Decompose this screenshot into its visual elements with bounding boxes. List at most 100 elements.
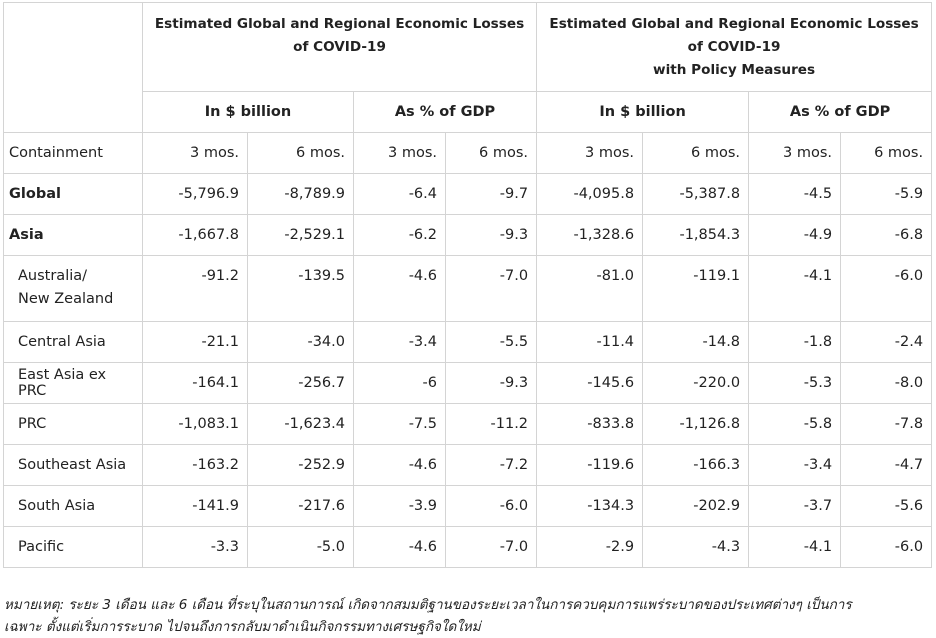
value-cell: -202.9 <box>642 485 750 527</box>
value-cell: -8.0 <box>840 362 933 404</box>
value-cell: -2,529.1 <box>247 214 354 256</box>
value-cell: -119.1 <box>642 255 750 322</box>
value-cell: -6.2 <box>353 214 446 256</box>
value-cell: -166.3 <box>642 444 750 486</box>
table-body: Global -5,796.9 -8,789.9 -6.4 -9.7 -4,095.8 -5… <box>3 173 933 568</box>
period-header: 6 mos. <box>840 132 933 174</box>
value-cell: -119.6 <box>536 444 644 486</box>
region-name-text: Central Asia <box>18 334 106 350</box>
value-cell: -256.7 <box>247 362 354 404</box>
footnote-line-2: เฉพาะ ตั้งแต่เริ่มการระบาด ไปจนถึงการกลั… <box>4 619 481 635</box>
value-cell: -3.3 <box>142 526 248 568</box>
group2-gdp-header: As % of GDP <box>748 91 933 133</box>
value-cell: -34.0 <box>247 321 354 363</box>
value-cell: -163.2 <box>142 444 248 486</box>
header-row-units: In $ billion As % of GDP In $ billion As… <box>4 91 933 133</box>
containment-label: Containment <box>3 132 143 174</box>
region-name-text: South Asia <box>18 498 96 514</box>
value-cell: -2.9 <box>536 526 644 568</box>
region-name: Southeast Asia <box>3 444 143 486</box>
table-row: Southeast Asia -163.2 -252.9 -4.6 -7.2 -119.6… <box>3 444 933 486</box>
value-cell: -3.4 <box>353 321 446 363</box>
footnote: หมายเหตุ: ระยะ 3 เดือน และ 6 เดือน ที่ระ… <box>4 594 932 638</box>
region-name-text: Global <box>9 186 61 202</box>
value-cell: -4,095.8 <box>536 173 644 215</box>
group2-header: Estimated Global and Regional Economic L… <box>536 2 933 92</box>
value-cell: -4.6 <box>353 444 446 486</box>
period-header: 6 mos. <box>444 132 538 174</box>
group1-header: Estimated Global and Regional Economic L… <box>141 2 538 92</box>
value-cell: -5.5 <box>444 321 538 363</box>
value-cell: -7.0 <box>444 526 538 568</box>
value-cell: -134.3 <box>536 485 644 527</box>
value-cell: -4.6 <box>353 526 446 568</box>
region-name-text-line2: New Zealand <box>18 291 114 307</box>
value-cell: -3.9 <box>353 485 446 527</box>
value-cell: -91.2 <box>142 255 248 322</box>
value-cell: -4.5 <box>748 173 842 215</box>
value-cell: -8,789.9 <box>247 173 354 215</box>
group1-title: Estimated Global and Regional Economic L… <box>154 16 525 55</box>
value-cell: -11.2 <box>444 403 538 445</box>
period-header: 3 mos. <box>748 132 842 174</box>
economic-losses-table: Estimated Global and Regional Economic L… <box>3 2 933 568</box>
region-name: South Asia <box>3 485 143 527</box>
value-cell: -7.2 <box>444 444 538 486</box>
region-name-text: Australia/ <box>18 268 88 284</box>
value-cell: -6.0 <box>840 255 933 322</box>
region-name: Global <box>3 173 143 215</box>
period-header: 6 mos. <box>642 132 750 174</box>
region-name: Central Asia <box>3 321 143 363</box>
value-cell: -9.3 <box>444 214 538 256</box>
value-cell: -4.9 <box>748 214 842 256</box>
table-row: Pacific -3.3 -5.0 -4.6 -7.0 -2.9 -4.3 -4.1 -6.0 <box>3 526 933 568</box>
value-cell: -252.9 <box>247 444 354 486</box>
region-name-text: East Asia ex PRC <box>18 367 107 399</box>
value-cell: -141.9 <box>142 485 248 527</box>
region-name: Pacific <box>3 526 143 568</box>
value-cell: -81.0 <box>536 255 644 322</box>
table-row: Australia/New Zealand -91.2 -139.5 -4.6 -7.0… <box>3 255 933 322</box>
value-cell: -5.8 <box>748 403 842 445</box>
region-name-text: PRC <box>18 416 47 432</box>
group1-billion-header: In $ billion <box>142 91 354 133</box>
corner-cell <box>3 2 143 133</box>
value-cell: -4.1 <box>748 255 842 322</box>
table-row: Global -5,796.9 -8,789.9 -6.4 -9.7 -4,095.8 -5… <box>3 173 933 215</box>
value-cell: -4.1 <box>748 526 842 568</box>
group2-subtitle: with Policy Measures <box>653 62 816 78</box>
period-header: 3 mos. <box>142 132 248 174</box>
region-name-text: Southeast Asia <box>18 457 127 473</box>
value-cell: -7.5 <box>353 403 446 445</box>
value-cell: -220.0 <box>642 362 750 404</box>
value-cell: -3.4 <box>748 444 842 486</box>
value-cell: -1,667.8 <box>142 214 248 256</box>
region-name-text: Pacific <box>18 539 65 555</box>
footnote-line-1: หมายเหตุ: ระยะ 3 เดือน และ 6 เดือน ที่ระ… <box>4 597 852 613</box>
header-row-periods: Containment 3 mos. 6 mos. 3 mos. 6 mos. … <box>3 132 933 174</box>
value-cell: -1,328.6 <box>536 214 644 256</box>
value-cell: -4.3 <box>642 526 750 568</box>
value-cell: -5.3 <box>748 362 842 404</box>
table-row: PRC -1,083.1 -1,623.4 -7.5 -11.2 -833.8 -1,126… <box>3 403 933 445</box>
value-cell: -21.1 <box>142 321 248 363</box>
group1-gdp-header: As % of GDP <box>352 91 538 133</box>
value-cell: -3.7 <box>748 485 842 527</box>
period-header: 6 mos. <box>247 132 354 174</box>
value-cell: -6.4 <box>353 173 446 215</box>
table-row: East Asia ex PRC -164.1 -256.7 -6 -9.3 -145.6… <box>3 362 933 404</box>
value-cell: -9.7 <box>444 173 538 215</box>
value-cell: -7.8 <box>840 403 933 445</box>
value-cell: -833.8 <box>536 403 644 445</box>
value-cell: -5.0 <box>247 526 354 568</box>
value-cell: -1.8 <box>748 321 842 363</box>
group2-billion-header: In $ billion <box>536 91 750 133</box>
region-name: PRC <box>3 403 143 445</box>
period-header: 3 mos. <box>353 132 446 174</box>
value-cell: -7.0 <box>444 255 538 322</box>
value-cell: -5.9 <box>840 173 933 215</box>
value-cell: -6.8 <box>840 214 933 256</box>
region-name: Australia/New Zealand <box>3 255 143 322</box>
value-cell: -217.6 <box>247 485 354 527</box>
region-name-text: Asia <box>9 227 44 243</box>
